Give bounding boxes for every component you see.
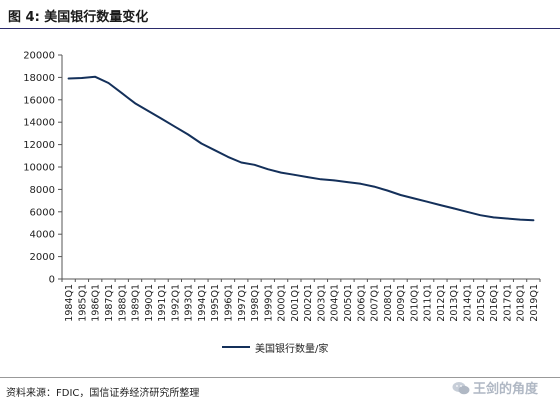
legend-swatch	[222, 346, 250, 348]
y-tick-label: 16000	[23, 95, 55, 106]
data-point	[147, 110, 150, 112]
data-point	[333, 179, 335, 182]
x-tick-label: 1996Q1	[223, 284, 234, 322]
legend-label: 美国银行数量/家	[255, 343, 329, 355]
data-point	[439, 204, 442, 206]
x-tick-label: 2016Q1	[489, 284, 500, 322]
y-tick-label: 6000	[30, 207, 55, 218]
data-point	[519, 218, 521, 221]
y-tick-label: 14000	[23, 118, 55, 129]
watermark: 王剑的角度	[452, 378, 538, 397]
x-tick-label: 2013Q1	[449, 284, 460, 322]
x-tick-label: 1993Q1	[184, 284, 195, 322]
x-tick-label: 2008Q1	[383, 284, 394, 322]
data-point	[532, 219, 535, 221]
x-tick-label: 1994Q1	[197, 284, 208, 322]
x-tick-label: 2009Q1	[396, 284, 407, 322]
x-tick-label: 2006Q1	[356, 284, 367, 322]
x-tick-label: 2018Q1	[516, 284, 527, 322]
wechat-icon	[452, 381, 470, 394]
y-tick-label: 4000	[30, 230, 55, 241]
x-tick-label: 2015Q1	[476, 284, 487, 322]
x-tick-label: 1997Q1	[237, 284, 248, 322]
data-point	[506, 217, 508, 220]
data-point	[280, 171, 282, 174]
y-tick-label: 8000	[30, 185, 55, 196]
source-note: 资料来源：FDIC，国信证券经济研究所整理	[6, 388, 200, 399]
x-tick-label: 1990Q1	[144, 284, 155, 322]
data-point	[94, 76, 96, 78]
y-tick-label: 18000	[23, 73, 55, 84]
figure-header: 图 4: 美国银行数量变化	[0, 0, 560, 28]
data-point	[413, 197, 415, 200]
data-point	[492, 216, 495, 219]
data-point	[426, 200, 428, 203]
y-tick-label: 12000	[23, 140, 55, 151]
x-tick-label: 2019Q1	[529, 284, 540, 322]
data-point	[120, 92, 123, 94]
x-tick-label: 2002Q1	[303, 284, 314, 322]
x-tick-label: 1999Q1	[263, 284, 274, 322]
data-point	[346, 181, 349, 183]
data-point	[107, 82, 110, 84]
data-point	[306, 176, 309, 178]
data-point	[293, 174, 296, 176]
x-tick-label: 1988Q1	[117, 284, 128, 322]
data-point	[359, 183, 362, 185]
x-tick-label: 1991Q1	[157, 284, 168, 322]
data-point	[399, 194, 402, 196]
data-point	[81, 77, 83, 79]
x-tick-label: 2012Q1	[436, 284, 447, 322]
data-point	[267, 168, 269, 171]
x-tick-label: 1995Q1	[210, 284, 221, 322]
data-point	[320, 178, 322, 181]
data-point	[134, 102, 136, 104]
x-tick-label: 1989Q1	[131, 284, 142, 322]
figure-title: 图 4: 美国银行数量变化	[8, 10, 149, 25]
x-tick-label: 1985Q1	[77, 284, 88, 322]
x-tick-label: 1984Q1	[64, 284, 75, 322]
data-point	[213, 149, 216, 151]
data-point	[452, 207, 455, 210]
y-tick-label: 0	[49, 275, 55, 286]
x-tick-label: 1998Q1	[250, 284, 261, 322]
x-tick-label: 2017Q1	[502, 284, 513, 322]
data-point	[466, 211, 468, 213]
footer-divider	[0, 377, 560, 378]
x-tick-label: 2001Q1	[290, 284, 301, 322]
data-point	[227, 156, 229, 158]
data-point	[253, 163, 256, 166]
x-tick-label: 2003Q1	[316, 284, 327, 322]
data-point	[160, 118, 163, 120]
watermark-text: 王剑的角度	[473, 382, 539, 397]
data-point	[479, 214, 482, 216]
data-point	[174, 125, 176, 128]
data-point	[187, 133, 189, 136]
line-chart: 0 2000 4000 6000 8000 10000 12000 14000 16000 180…	[23, 51, 541, 322]
x-tick-label: 2007Q1	[370, 284, 381, 322]
x-tick-label: 1992Q1	[170, 284, 181, 322]
x-tick-label: 2014Q1	[462, 284, 473, 322]
title-divider	[0, 28, 560, 29]
series-line	[67, 75, 535, 222]
data-point	[240, 161, 243, 164]
data-point	[200, 142, 203, 145]
x-tick-label: 1986Q1	[91, 284, 102, 322]
data-point	[386, 189, 389, 192]
data-point	[373, 185, 375, 188]
data-point	[67, 77, 70, 80]
x-tick-label: 2004Q1	[330, 284, 341, 322]
y-tick-label: 2000	[30, 252, 55, 263]
x-tick-label: 2011Q1	[423, 284, 434, 322]
x-tick-label: 2010Q1	[409, 284, 420, 322]
x-tick-label: 2000Q1	[277, 284, 288, 322]
y-tick-label: 20000	[23, 51, 55, 62]
chart-legend: 美国银行数量/家	[222, 340, 329, 355]
y-tick-label: 10000	[23, 163, 55, 174]
x-tick-label: 1987Q1	[104, 284, 115, 322]
x-tick-label: 2005Q1	[343, 284, 354, 322]
